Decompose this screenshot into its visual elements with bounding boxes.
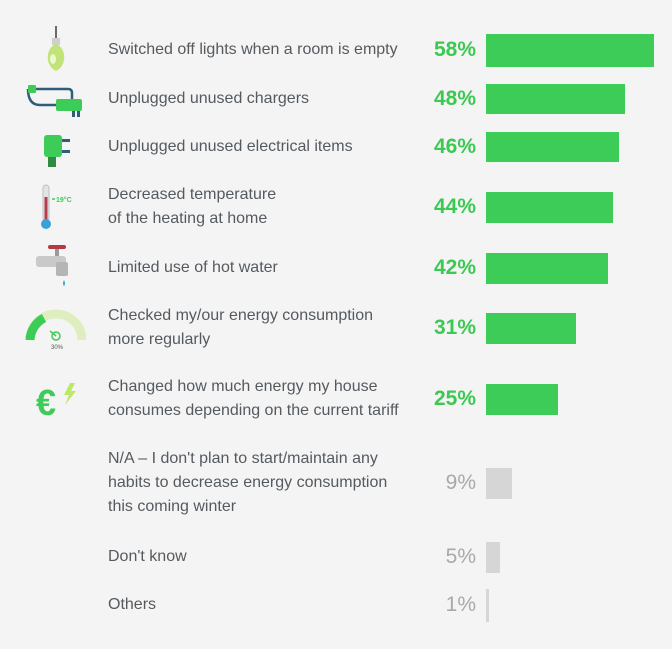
value-label: 9% [445,471,476,494]
value-label: 31% [433,316,476,339]
value-label: 5% [445,545,476,568]
water-tap-icon [22,244,86,292]
category-label: Limited use of hot water [108,259,278,276]
svg-text:€: € [36,382,56,423]
category-label: Switched off lights when a room is empty [108,41,398,58]
euro-energy-icon: € [22,375,86,423]
bar [486,84,625,114]
svg-text:30%: 30% [51,345,64,351]
value-label: 58% [433,38,476,61]
plug-icon [22,123,86,171]
bar [486,588,489,622]
category-label: Changed how much energy my house consume… [108,378,399,419]
category-label: Decreased temperature of the heating at … [108,186,277,227]
category-label: Unplugged unused electrical items [108,138,353,155]
value-label: 42% [433,256,476,279]
category-label: Unplugged unused chargers [108,90,310,107]
bar [486,191,613,223]
value-label: 48% [433,87,476,110]
category-label: Don't know [108,548,187,565]
bar [486,252,608,284]
category-label: Checked my/our energy consumption more r… [108,307,374,348]
value-label: 25% [433,387,476,410]
category-label: Others [108,596,157,613]
charger-icon [22,75,86,123]
value-label: 46% [433,135,476,158]
bar [486,132,619,162]
light-bulb-icon [22,26,86,74]
bar [486,383,558,415]
category-label: N/A – I don't plan to start/maintain any… [108,450,388,515]
thermometer-icon: 19°C [22,183,86,231]
energy-gauge-icon: 30% [22,304,87,352]
bar [486,541,500,573]
svg-text:19°C: 19°C [56,196,72,204]
bar [486,33,654,67]
value-label: 1% [445,593,476,616]
bar [486,467,512,499]
bar [486,312,576,344]
value-label: 44% [433,195,476,218]
